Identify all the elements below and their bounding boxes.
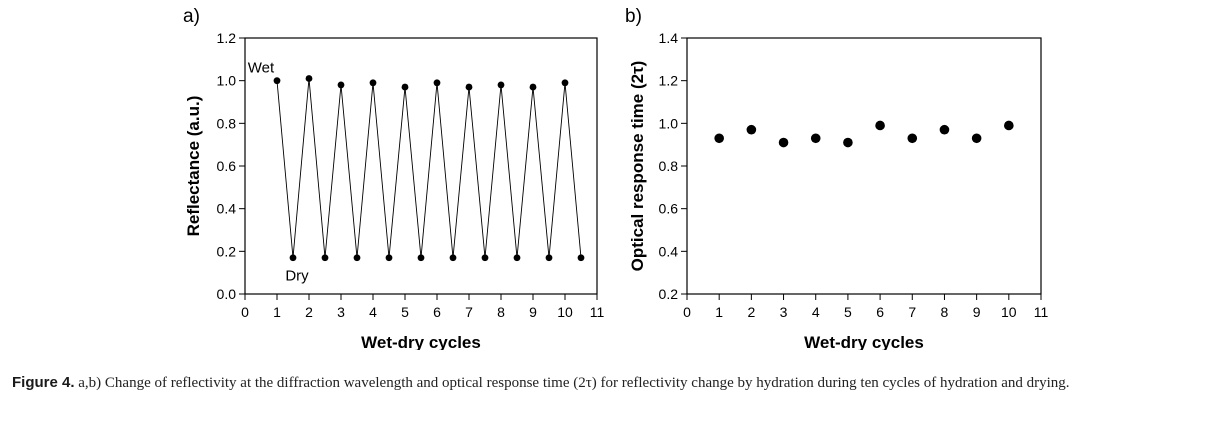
panel-a-data-point: [529, 83, 537, 91]
panel-b-x-tick-label: 10: [1001, 304, 1017, 320]
panel-b-label: b): [625, 6, 642, 27]
panel-b-y-tick-label: 0.2: [659, 286, 679, 302]
panel-b-x-tick-label: 7: [908, 304, 916, 320]
panel-a-y-tick-label: 1.2: [217, 30, 237, 46]
panel-a-x-tick-label: 8: [497, 304, 505, 320]
panel-b: b) 0 1 2 3 4 5 6 7 8 9 10 11 0.2 0.4 0.6 0.8 1.0 1.2 1.4 Wet…: [625, 6, 1048, 350]
panel-a-x-axis-title: Wet-dry cycles: [361, 333, 481, 350]
panel-b-data-point: [843, 137, 853, 148]
panel-b-x-tick-label: 9: [973, 304, 981, 320]
panel-a-data-point: [401, 83, 409, 91]
panel-b-x-tick-label: 2: [747, 304, 755, 320]
panel-a-data-point: [513, 254, 521, 262]
panel-a-data-point: [369, 79, 377, 87]
panel-b-x-tick-label: 5: [844, 304, 852, 320]
panel-b-y-tick-label: 0.8: [659, 158, 679, 174]
panel-a-x-tick-label: 4: [369, 304, 377, 320]
panel-b-data-point: [875, 120, 885, 131]
panel-b-data-point: [810, 133, 821, 144]
panel-a-data-point: [337, 81, 345, 89]
panel-b-data-point: [778, 137, 789, 148]
panel-a-y-tick-label: 0.4: [217, 201, 237, 217]
panel-a-x-tick-label: 0: [241, 304, 249, 320]
panel-a-y-tick-label: 0.8: [217, 115, 237, 131]
panel-a-data-point: [353, 254, 361, 262]
panel-a-x-tick-label: 7: [465, 304, 473, 320]
panel-a-x-tick-label: 10: [557, 304, 573, 320]
panel-a-x-tick-label: 11: [590, 304, 605, 320]
panel-a-data-point: [273, 77, 281, 85]
panel-b-plot-frame: [686, 37, 1042, 295]
caption-label: Figure 4.: [12, 374, 75, 391]
panel-a-data-point: [561, 79, 569, 87]
panel-b-x-tick-label: 6: [876, 304, 884, 320]
panel-b-x-tick-label: 0: [683, 304, 691, 320]
panel-b-data-point: [939, 124, 950, 135]
panel-a-y-tick-label: 0.6: [217, 158, 237, 174]
panel-b-data-point: [971, 133, 982, 144]
panel-a-data-point: [545, 254, 553, 262]
panel-a-x-tick-label: 5: [401, 304, 409, 320]
panel-a-x-tick-label: 3: [337, 304, 345, 320]
panel-a-x-tick-label: 6: [433, 304, 441, 320]
panel-a-y-axis-title: Reflectance (a.u.): [184, 96, 203, 237]
panel-b-x-axis-title: Wet-dry cycles: [804, 333, 924, 350]
panel-a-data-point: [449, 254, 457, 262]
panel-b-data-point: [907, 133, 918, 144]
panel-a-x-tick-label: 9: [529, 304, 537, 320]
panel-b-x-tick-label: 4: [812, 304, 820, 320]
panel-a-data-point: [497, 81, 505, 89]
panel-b-y-tick-label: 0.6: [659, 201, 679, 217]
panel-a-x-tick-label: 1: [273, 304, 281, 320]
panel-a-data-point: [321, 254, 329, 262]
panel-a-y-tick-label: 0.0: [217, 286, 237, 302]
panel-b-data-point: [746, 124, 757, 135]
panel-b-x-tick-label: 3: [780, 304, 788, 320]
panel-a-data-point: [417, 254, 425, 262]
panel-b-data-point: [714, 133, 724, 144]
panel-a-data-point: [305, 75, 313, 82]
panel-a-data-point: [577, 254, 585, 262]
panel-a-data-point: [465, 83, 473, 91]
panel-a-data-point: [481, 254, 489, 262]
panel-b-x-tick-label: 1: [715, 304, 723, 320]
panel-a-annotation-wet: Wet: [248, 60, 275, 77]
panel-a: a) 0 1 2 3 4 5 6 7 8 9 10 11 0.0 0.2 0.4 0.6 0.8 1.0 1.2 Wet…: [183, 6, 604, 350]
figure-caption: Figure 4. a,b) Change of reflectivity at…: [12, 373, 1222, 393]
panel-a-x-tick-label: 2: [305, 304, 313, 320]
panel-a-annotation-dry: Dry: [285, 268, 309, 285]
panel-a-data-point: [433, 79, 441, 87]
panel-a-y-tick-label: 0.2: [217, 243, 237, 259]
figure: a)0 1 2 3 4 5 6 7 8 9 10 110.00.20.40.60.81.01.2Wet…: [183, 6, 1048, 350]
caption-text: a,b) Change of reflectivity at the diffr…: [78, 375, 1070, 391]
panel-a-series-line: [276, 78, 582, 258]
panel-b-y-tick-label: 1.2: [659, 73, 679, 89]
panel-a-data-point: [289, 254, 297, 262]
panel-b-y-tick-label: 0.4: [659, 243, 679, 259]
panel-b-x-tick-label: 8: [941, 304, 949, 320]
panel-b-x-tick-label: 11: [1034, 304, 1049, 320]
panel-a-y-tick-label: 1.0: [217, 73, 237, 89]
panel-a-data-point: [385, 254, 393, 262]
panel-b-y-tick-label: 1.0: [659, 115, 679, 131]
panel-a-label: a): [183, 6, 200, 27]
panel-b-y-axis-title: Optical response time (2τ): [628, 61, 647, 272]
panel-b-y-tick-label: 1.4: [659, 30, 679, 46]
panel-b-data-point: [1004, 120, 1014, 131]
